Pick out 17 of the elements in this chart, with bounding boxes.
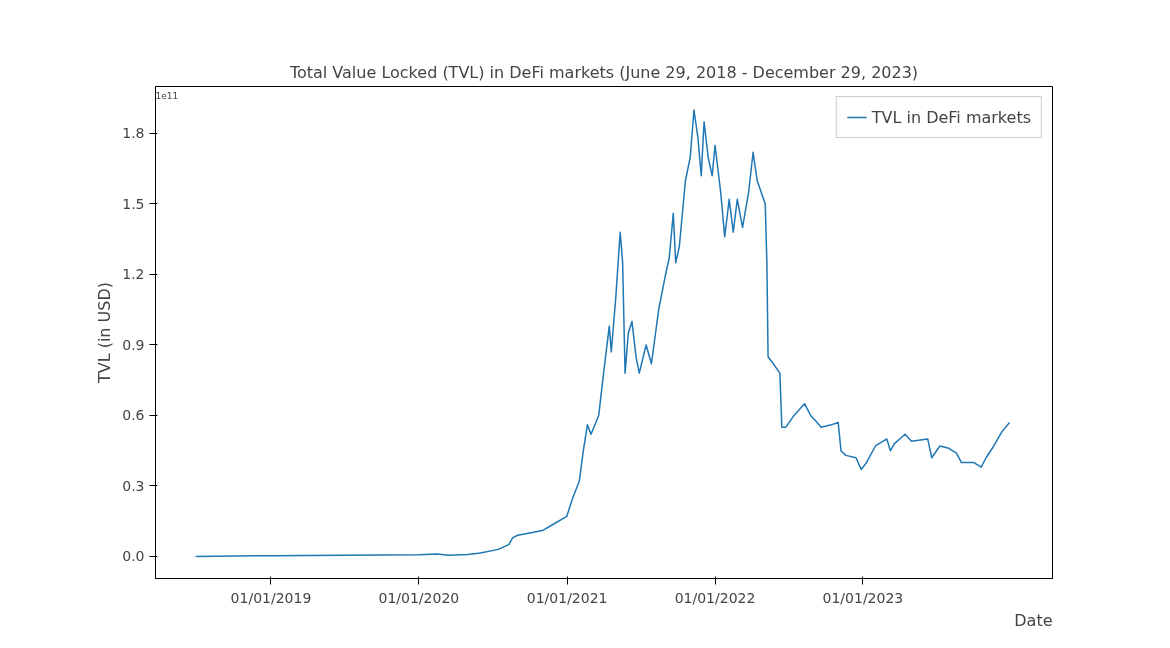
x-tick-label: 01/01/2020 [378, 589, 460, 606]
y-axis-title: TVL (in USD) [95, 281, 115, 385]
x-tick-label: 01/01/2022 [674, 589, 756, 606]
annotation: 1e11 [155, 90, 179, 101]
y-tick-label: 0.0 [122, 548, 145, 565]
y-tick-label: 1.2 [122, 266, 145, 283]
y-tick-label: 1.8 [122, 125, 145, 142]
y-tick-label: 0.3 [122, 477, 145, 494]
y-tick-label: 1.5 [122, 195, 145, 212]
x-tick-label: 01/01/2019 [230, 589, 312, 606]
x-axis-title: Date [1014, 610, 1053, 630]
x-tick-label: 01/01/2023 [822, 589, 904, 606]
chart-title: Total Value Locked (TVL) in DeFi markets (June 29, 2018 - December 29, 2023) [288, 62, 919, 82]
y-tick-label: 0.6 [122, 407, 145, 424]
x-tick-label: 01/01/2021 [526, 589, 608, 606]
y-tick-label: 0.9 [122, 336, 145, 353]
legend-label: TVL in DeFi markets [871, 107, 1031, 127]
